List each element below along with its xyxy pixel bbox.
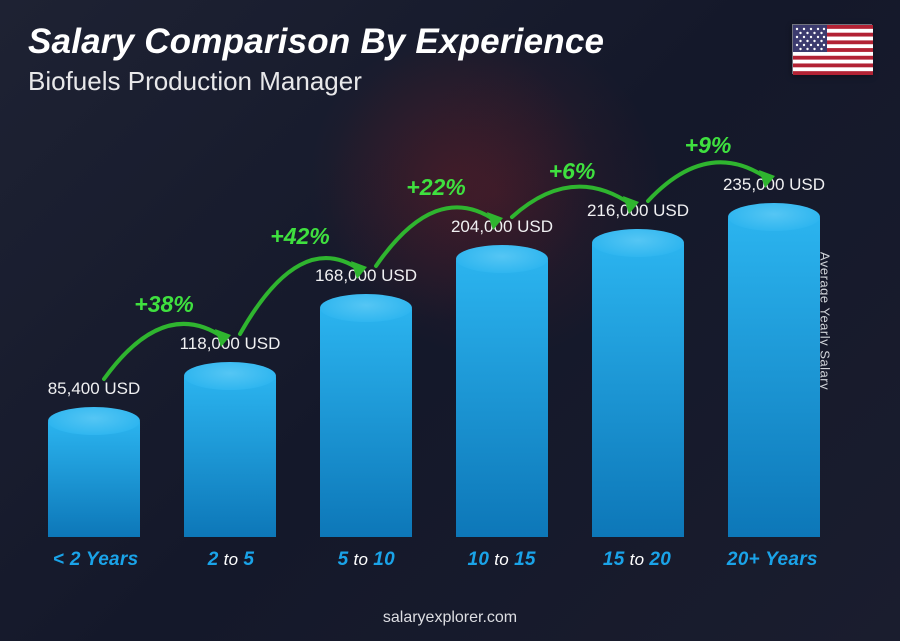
bar xyxy=(48,421,140,537)
salary-bar-chart: 85,400 USD 118,000 USD 168,000 USD 204,000 … xyxy=(28,91,840,571)
header: Salary Comparison By Experience Biofuels… xyxy=(28,22,872,97)
bar-value-label: 204,000 USD xyxy=(451,217,553,237)
bar xyxy=(728,217,820,537)
bar xyxy=(320,308,412,537)
country-flag-usa xyxy=(792,24,872,74)
category-label: 15 to 20 xyxy=(569,549,704,571)
bar-column: 235,000 USD xyxy=(708,175,840,537)
category-label: 20+ Years xyxy=(705,549,840,571)
page-title: Salary Comparison By Experience xyxy=(28,22,872,62)
bar-column: 168,000 USD xyxy=(300,266,432,537)
bar xyxy=(456,259,548,537)
bar-column: 204,000 USD xyxy=(436,217,568,537)
bar-value-label: 118,000 USD xyxy=(180,334,281,354)
category-label: 2 to 5 xyxy=(163,549,298,571)
category-label: 10 to 15 xyxy=(434,549,569,571)
bar-value-label: 168,000 USD xyxy=(315,266,417,286)
bar-column: 85,400 USD xyxy=(28,379,160,537)
bar xyxy=(592,243,684,537)
bar-value-label: 85,400 USD xyxy=(48,379,141,399)
bar-value-label: 235,000 USD xyxy=(723,175,825,195)
footer-credit: salaryexplorer.com xyxy=(0,609,900,627)
bar-column: 216,000 USD xyxy=(572,201,704,537)
bar-column: 118,000 USD xyxy=(164,334,296,537)
bar xyxy=(184,376,276,537)
bar-value-label: 216,000 USD xyxy=(587,201,689,221)
category-label: 5 to 10 xyxy=(299,549,434,571)
category-label: < 2 Years xyxy=(28,549,163,571)
